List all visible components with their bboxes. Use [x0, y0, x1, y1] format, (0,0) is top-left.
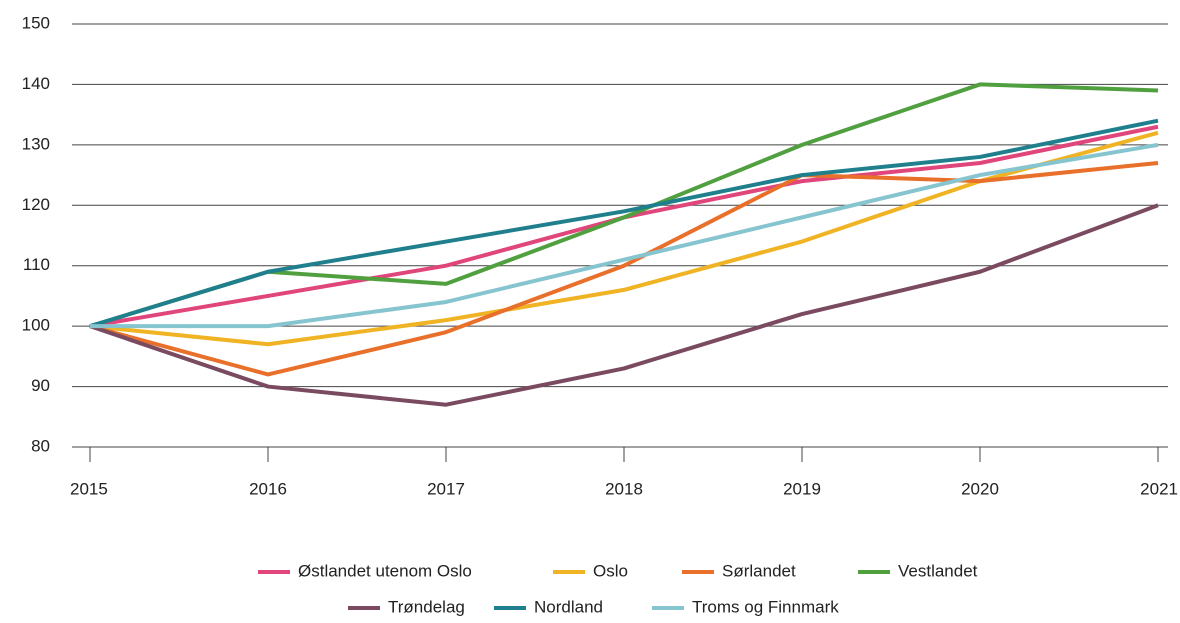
x-tick-label: 2019: [783, 479, 821, 498]
x-tick-label: 2016: [249, 479, 287, 498]
legend-label: Oslo: [593, 561, 628, 580]
x-tick-label: 2017: [427, 479, 465, 498]
line-series: [89, 124, 1159, 329]
y-tick-label: 80: [31, 436, 50, 455]
y-tick-label: 110: [23, 255, 50, 274]
line-series: [90, 142, 1159, 329]
y-tick-label: 100: [22, 316, 50, 335]
legend-label: Vestlandet: [898, 561, 978, 580]
legend-label: Trøndelag: [388, 597, 465, 616]
y-tick-label: 150: [22, 13, 50, 32]
legend-label: Troms og Finnmark: [692, 597, 839, 616]
legend-label: Sørlandet: [722, 561, 796, 580]
line-series: [89, 160, 1159, 377]
legend-label: Østlandet utenom Oslo: [298, 561, 472, 580]
line-series: [89, 118, 1159, 329]
y-tick-label: 140: [22, 74, 50, 93]
y-tick-label: 120: [22, 195, 50, 214]
x-tick-label: 2018: [605, 479, 643, 498]
y-tick-label: 130: [22, 134, 50, 153]
y-tick-label: 90: [31, 376, 50, 395]
line-series: [89, 130, 1159, 347]
legend-label: Nordland: [534, 597, 603, 616]
line-series: [89, 203, 1159, 407]
x-tick-label: 2021: [1140, 479, 1178, 498]
x-tick-label: 2015: [70, 479, 108, 498]
x-tick-label: 2020: [961, 479, 999, 498]
